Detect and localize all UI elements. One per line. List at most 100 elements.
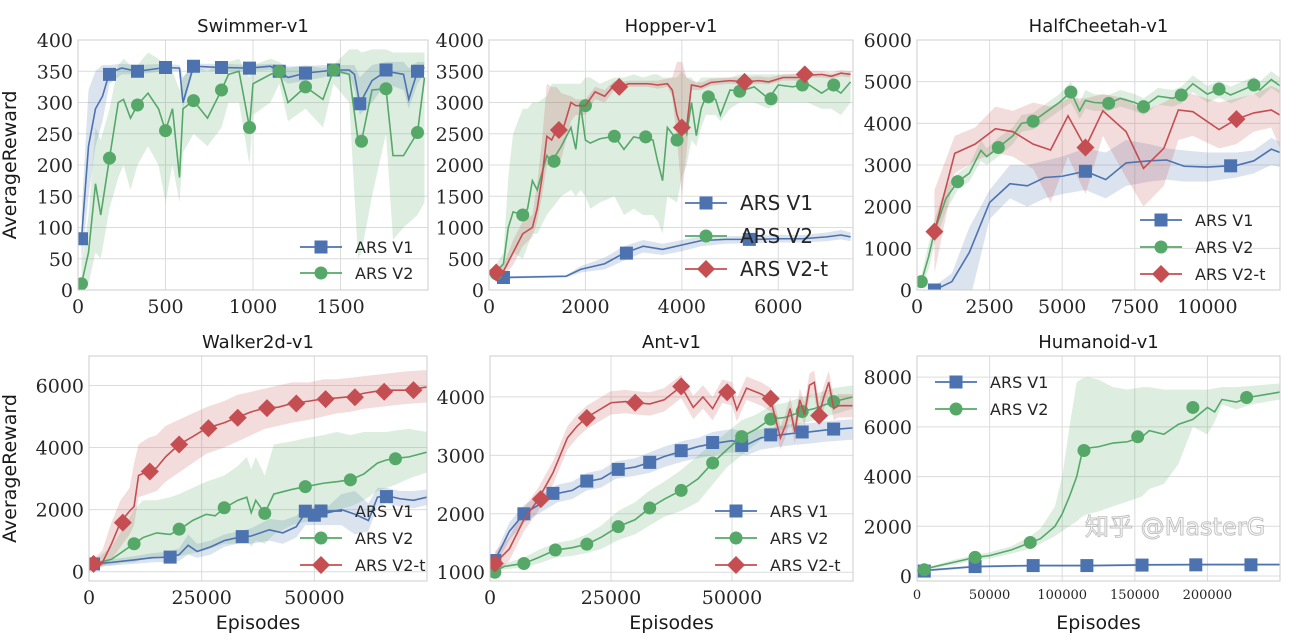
confidence-band-ars-v2-t [934, 85, 1280, 274]
plot-frame [916, 355, 1281, 582]
legend-marker-circle-icon [314, 266, 328, 280]
data-point-ars-v2 [548, 543, 562, 557]
data-point-ars-v2 [379, 82, 393, 96]
data-point-ars-v1 [235, 530, 249, 544]
y-tick-label: 4000 [864, 113, 912, 135]
data-point-ars-v2-t [404, 381, 423, 400]
legend-item: ARS V2 [1140, 238, 1253, 257]
y-tick-label: 6000 [864, 30, 912, 52]
x-axis-label: Episodes [216, 612, 301, 634]
data-point-ars-v1 [299, 66, 312, 80]
data-point-ars-v2-t [795, 65, 814, 84]
data-point-ars-v1 [1026, 559, 1040, 573]
plot-frame [88, 355, 428, 582]
confidence-band-ars-v2 [81, 49, 425, 290]
data-point-ars-v2-t [489, 263, 506, 282]
data-point-ars-v2-t [199, 419, 218, 438]
x-tick-label: 25000 [581, 587, 641, 609]
data-point-ars-v1 [580, 474, 594, 488]
y-tick-label: 2000 [437, 504, 485, 526]
legend-item: ARS V2-t [300, 556, 425, 575]
data-point-ars-v2 [159, 124, 172, 138]
y-tick-label: 2000 [864, 197, 912, 219]
data-point-ars-v1 [411, 64, 424, 78]
data-point-ars-v2 [1137, 100, 1151, 114]
y-tick-label: 0 [900, 566, 912, 588]
data-point-ars-v1 [379, 490, 393, 504]
data-point-ars-v2 [580, 537, 594, 551]
data-point-ars-v1 [1244, 558, 1258, 572]
plot-area [917, 356, 1280, 581]
x-tick-label: 6000 [754, 296, 802, 318]
data-point-ars-v1 [619, 246, 633, 260]
data-point-ars-v1 [1224, 159, 1238, 173]
plot-content [917, 377, 1280, 578]
data-point-ars-v1 [1189, 558, 1203, 572]
data-point-ars-v2 [1174, 88, 1188, 102]
y-tick-label: 350 [37, 61, 73, 83]
series-line-ars-v2-t [493, 72, 851, 274]
subplot-5: 0 50000 100000 150000 200000 0 2000 4000 6000 800… [864, 332, 1281, 634]
data-point-ars-v2-t [1227, 110, 1246, 129]
y-tick-label: 1000 [864, 238, 912, 260]
y-tick-label: 4000 [36, 438, 84, 460]
legend-label: ARS V2-t [1195, 265, 1265, 284]
legend-item: ARS V1 [300, 502, 413, 521]
x-tick-label: 0 [911, 296, 923, 318]
y-tick-label: 2000 [36, 500, 84, 522]
data-point-ars-v2 [706, 456, 720, 470]
x-tick-label: 50000 [284, 587, 344, 609]
y-tick-label: 2000 [436, 155, 484, 177]
y-tick-label: 100 [37, 218, 73, 240]
legend-marker-diamond-icon [1152, 265, 1170, 283]
legend-item: ARS V2 [935, 400, 1048, 419]
legend: ARS V1 ARS V2 ARS V2-t [1140, 211, 1265, 284]
legend-label: ARS V2 [1195, 238, 1253, 257]
legend-marker-square-icon [949, 375, 963, 389]
data-point-ars-v2 [1131, 430, 1145, 444]
legend: ARS V1 ARS V2 ARS V2-t [300, 502, 425, 575]
legend-item: ARS V1 [685, 191, 813, 215]
x-tick-label: 500 [147, 296, 183, 318]
legend-label: ARS V2 [990, 400, 1048, 419]
y-tick-label: 6000 [864, 417, 912, 439]
y-tick-label: 500 [448, 249, 484, 271]
series-line-ars-v2 [917, 391, 1280, 571]
data-point-ars-v2 [1212, 82, 1226, 96]
series-line-ars-v2 [493, 81, 852, 275]
data-point-ars-v2 [1077, 443, 1091, 457]
data-point-ars-v1 [1080, 559, 1094, 573]
data-point-ars-v1 [517, 507, 531, 521]
data-point-ars-v2 [517, 556, 531, 570]
data-point-ars-v1 [764, 428, 778, 442]
x-tick-label: 2500 [965, 296, 1013, 318]
data-point-ars-v2-t [577, 408, 596, 427]
data-point-ars-v2-t [531, 490, 550, 509]
legend-marker-square-icon [314, 240, 328, 254]
data-point-ars-v2 [516, 208, 530, 222]
y-tick-label: 2000 [864, 516, 912, 538]
y-tick-label: 400 [37, 30, 73, 52]
data-point-ars-v2 [343, 473, 357, 487]
data-point-ars-v1 [643, 455, 657, 469]
data-point-ars-v1 [243, 61, 256, 75]
legend-marker-square-icon [729, 504, 743, 518]
data-point-ars-v2 [1102, 96, 1116, 110]
x-tick-label: 1500 [316, 296, 364, 318]
x-tick-label: 5000 [1038, 296, 1086, 318]
y-tick-label: 3000 [437, 445, 485, 467]
data-point-ars-v1 [159, 61, 172, 74]
x-tick-label: 0 [483, 296, 495, 318]
data-point-ars-v2 [917, 563, 931, 577]
legend-marker-circle-icon [729, 531, 743, 545]
legend-item: ARS V2 [300, 529, 413, 548]
series-line-ars-v2 [93, 451, 427, 565]
data-point-ars-v2-t [718, 383, 737, 402]
data-point-ars-v2 [827, 78, 841, 92]
data-point-ars-v2-t [1076, 138, 1095, 157]
plot-content [489, 61, 852, 284]
legend-label: ARS V2-t [770, 556, 840, 575]
y-tick-label: 3000 [436, 93, 484, 115]
x-tick-label: 0 [72, 296, 84, 318]
data-point-ars-v2 [670, 133, 684, 147]
